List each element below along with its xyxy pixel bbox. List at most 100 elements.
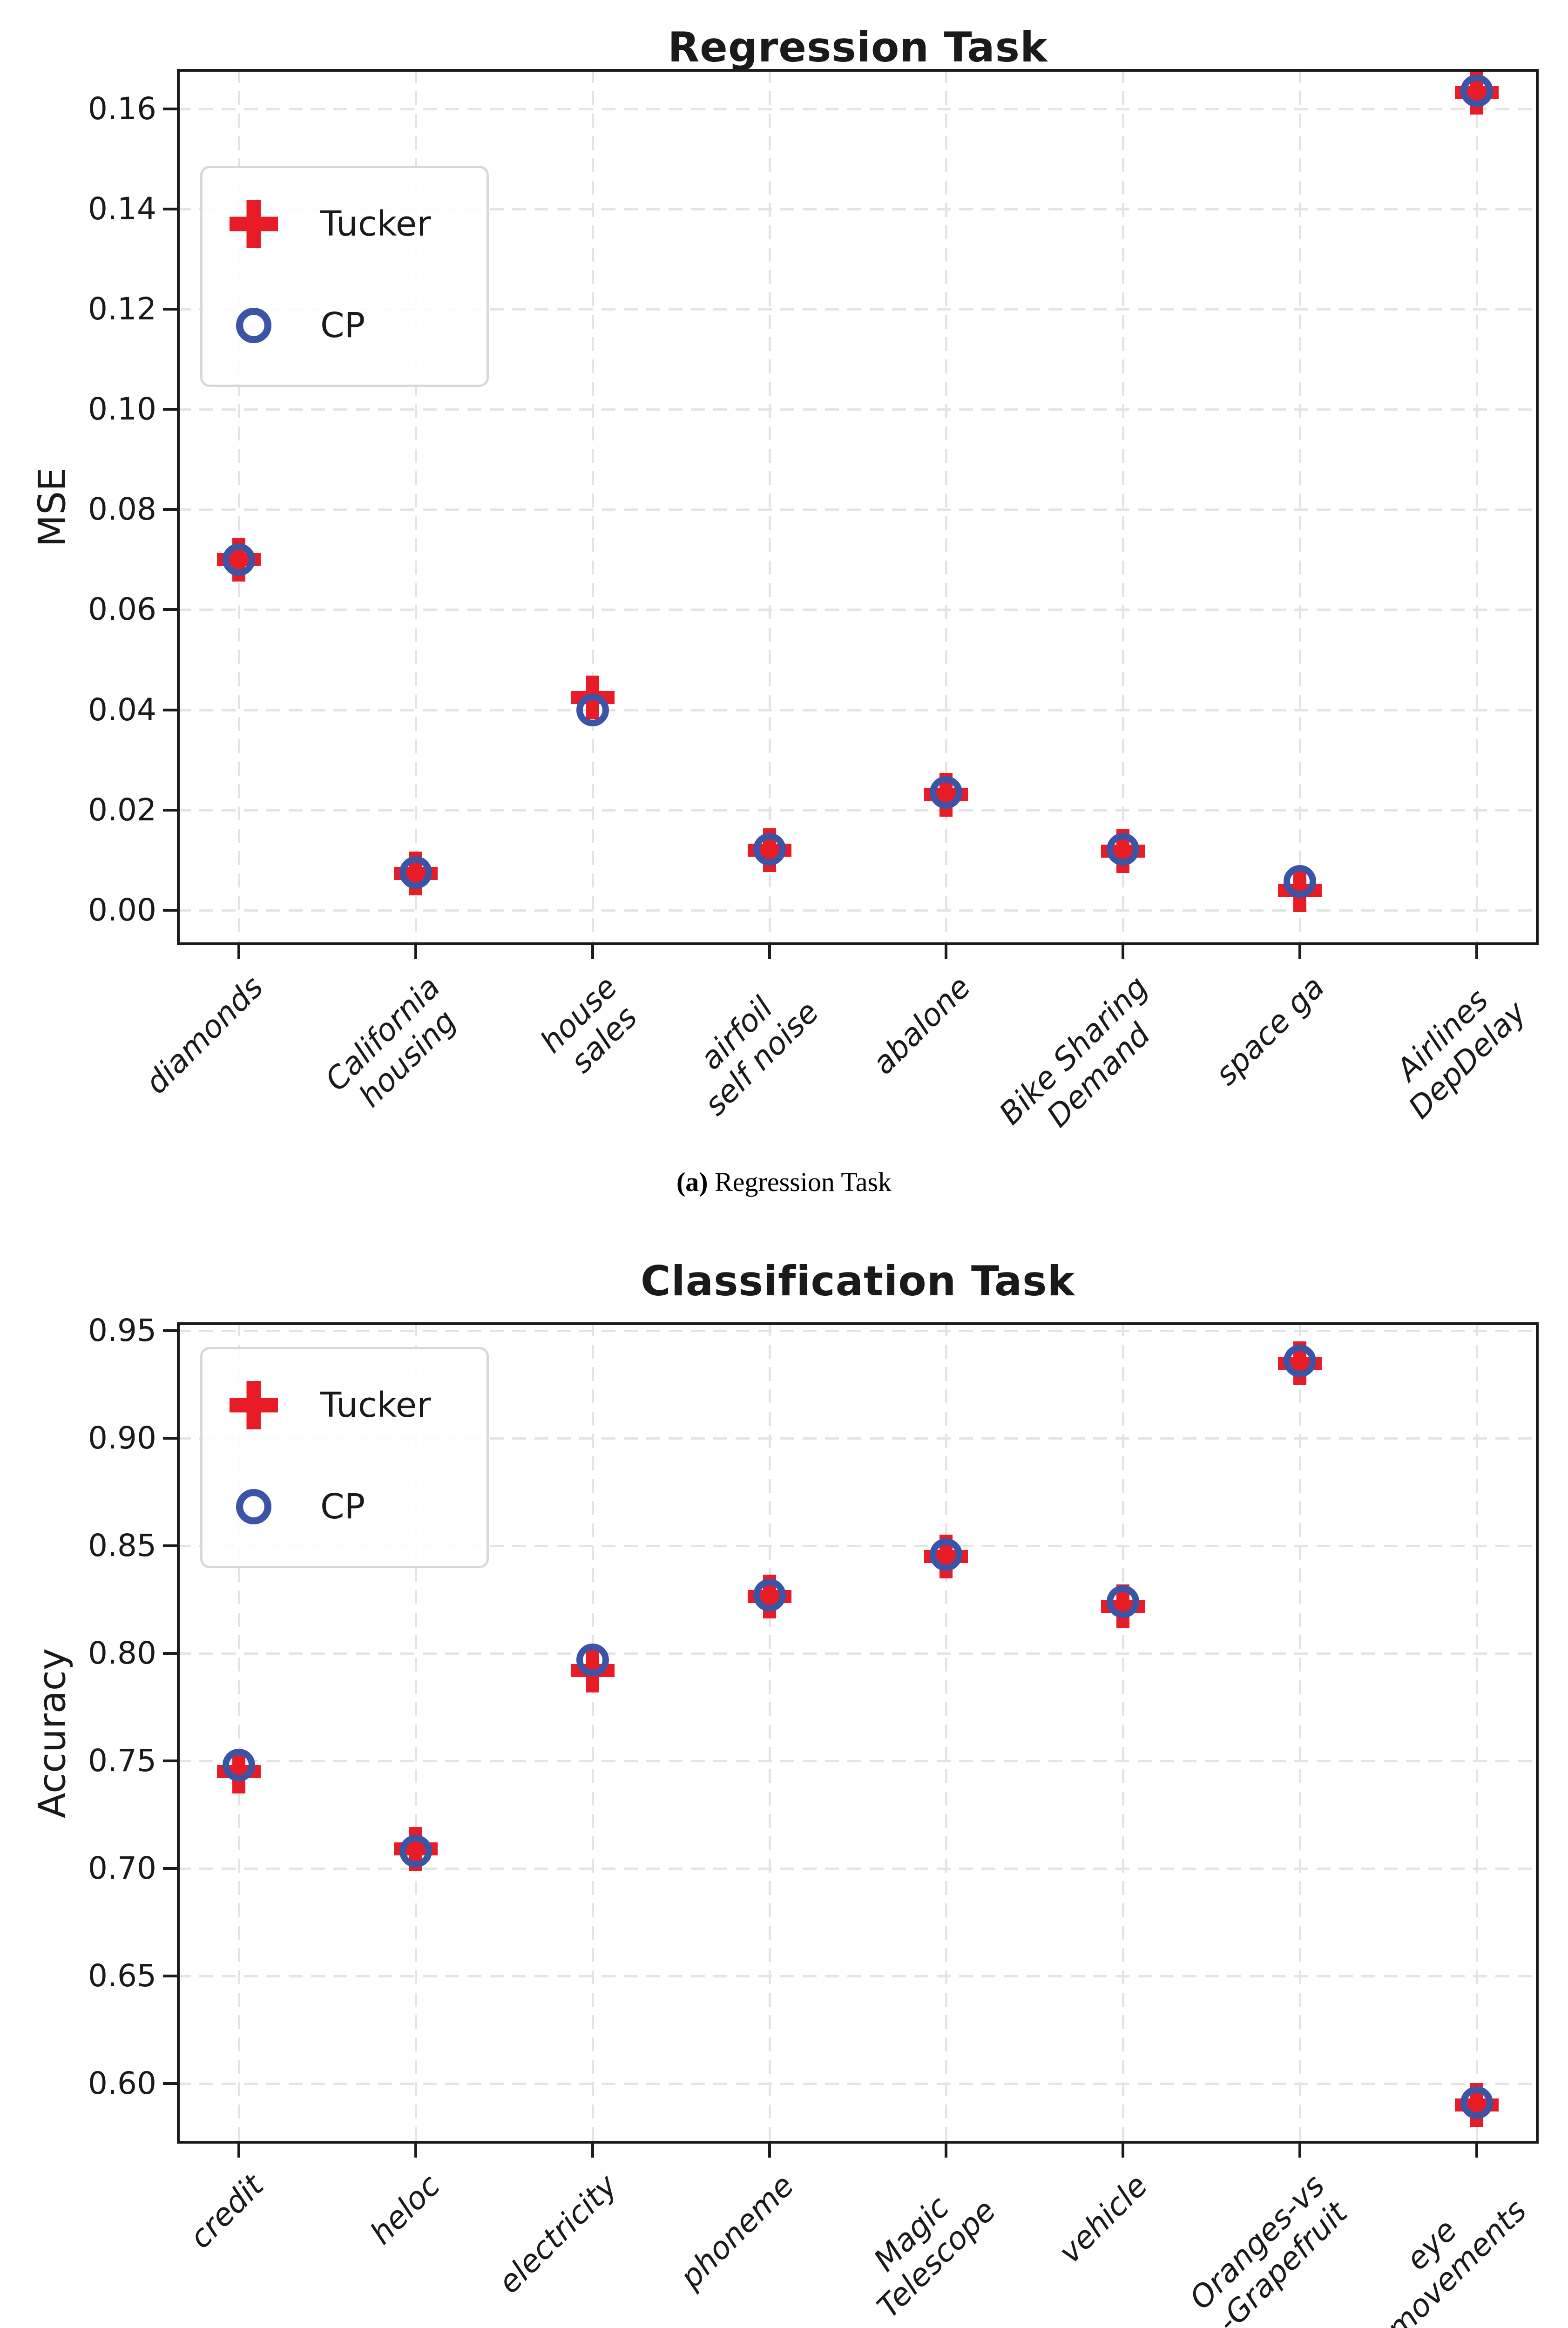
x-tick-mark	[237, 2144, 240, 2158]
v-gridline	[237, 69, 240, 945]
y-tick-mark	[163, 908, 177, 912]
data-point-cp-marker	[1460, 74, 1494, 109]
open-circle-marker-icon	[222, 543, 255, 576]
x-tick-label: electricity	[491, 2167, 624, 2301]
y-tick-label: 0.00	[88, 892, 156, 928]
plus-marker-icon	[747, 828, 791, 872]
legend-item-cp: CP	[219, 286, 365, 365]
regression-caption: (a) Regression Task	[0, 1166, 1568, 1198]
y-tick-mark	[163, 2082, 177, 2085]
x-tick-label: heloc	[363, 2167, 447, 2252]
data-point-tucker-marker	[1101, 1584, 1145, 1630]
data-point-tucker-marker	[924, 773, 968, 819]
h-gridline	[177, 1545, 1539, 1548]
x-tick-mark	[1298, 2144, 1302, 2158]
h-gridline	[177, 1760, 1539, 1763]
x-tick-mark	[591, 2144, 594, 2158]
x-tick-label: Bike Sharing Demand	[992, 969, 1157, 1134]
open-circle-marker-icon	[236, 308, 271, 343]
y-tick-label: 0.75	[88, 1743, 156, 1779]
x-tick-mark	[237, 945, 240, 959]
data-point-tucker-marker	[747, 1574, 791, 1620]
y-tick-mark	[163, 108, 177, 111]
regression-chart-title: Regression Task	[668, 23, 1048, 71]
open-circle-marker-icon	[399, 1834, 432, 1868]
data-point-cp-marker	[1284, 1345, 1317, 1379]
data-point-cp-marker	[930, 1538, 963, 1573]
v-gridline	[1476, 1322, 1479, 2144]
data-point-tucker-marker	[1455, 2083, 1499, 2129]
y-tick-label: 0.02	[88, 792, 156, 828]
x-tick-mark	[1298, 945, 1302, 959]
y-tick-label: 0.80	[88, 1635, 156, 1672]
v-gridline	[414, 1322, 417, 2144]
y-tick-mark	[163, 508, 177, 511]
data-point-cp-marker	[1460, 2086, 1494, 2121]
h-gridline	[177, 2082, 1539, 2085]
x-tick-label: space ga	[1208, 969, 1331, 1092]
data-point-tucker-marker	[924, 1535, 968, 1580]
x-tick-label: abalone	[865, 969, 978, 1082]
plus-marker-icon	[393, 1827, 438, 1871]
plus-marker-icon	[216, 1750, 261, 1794]
y-tick-mark	[163, 408, 177, 411]
h-gridline	[177, 308, 1539, 311]
x-tick-mark	[945, 945, 948, 959]
x-tick-label: airfoil self noise	[693, 990, 826, 1123]
y-tick-label: 0.10	[88, 391, 156, 427]
data-point-cp-marker	[576, 693, 609, 728]
open-circle-marker-icon	[930, 776, 963, 809]
data-point-tucker-marker	[393, 1827, 438, 1873]
x-tick-label: vehicle	[1052, 2167, 1155, 2270]
open-circle-marker-icon	[1284, 865, 1317, 898]
y-tick-label: 0.70	[88, 1850, 156, 1886]
open-circle-marker-icon	[576, 1643, 609, 1676]
data-point-cp-marker	[399, 856, 432, 891]
x-tick-label: credit	[182, 2167, 270, 2256]
legend-circle-marker-icon	[219, 308, 289, 343]
data-point-tucker-marker	[1278, 1341, 1322, 1387]
data-point-cp-marker	[1107, 832, 1140, 867]
legend-item-tucker: Tucker	[219, 184, 431, 264]
plus-marker-icon	[1455, 2083, 1499, 2127]
v-gridline	[1122, 1322, 1125, 2144]
y-tick-label: 0.12	[88, 291, 156, 327]
open-circle-marker-icon	[1460, 74, 1494, 108]
y-tick-mark	[163, 708, 177, 711]
v-gridline	[237, 1322, 240, 2144]
plus-marker-icon	[924, 1535, 968, 1579]
plus-marker-icon	[1278, 1341, 1322, 1385]
y-tick-mark	[163, 1760, 177, 1763]
y-tick-mark	[163, 1652, 177, 1655]
open-circle-marker-icon	[930, 1538, 963, 1571]
legend-item-cp: CP	[219, 1467, 365, 1546]
y-tick-label: 0.06	[88, 591, 156, 628]
data-point-cp-marker	[1107, 1585, 1140, 1620]
caption-index-a: (a)	[676, 1167, 708, 1197]
caption-text-a: Regression Task	[715, 1167, 892, 1197]
y-tick-label: 0.08	[88, 491, 156, 528]
plus-marker-icon	[924, 773, 968, 817]
x-tick-label: phoneme	[673, 2167, 801, 2295]
h-gridline	[177, 508, 1539, 511]
open-circle-marker-icon	[1460, 2086, 1494, 2119]
y-tick-mark	[163, 1437, 177, 1440]
plus-marker-icon	[1278, 868, 1322, 912]
data-point-cp-marker	[930, 776, 963, 811]
h-gridline	[177, 609, 1539, 611]
legend-item-label: Tucker	[320, 1385, 431, 1425]
x-tick-label: Oranges-vs -Grapefruit	[1182, 2167, 1354, 2328]
v-gridline	[1122, 69, 1125, 945]
y-tick-label: 0.90	[88, 1420, 156, 1456]
v-gridline	[1476, 69, 1479, 945]
x-tick-mark	[414, 945, 417, 959]
y-tick-mark	[163, 1544, 177, 1548]
h-gridline	[177, 909, 1539, 912]
open-circle-marker-icon	[753, 832, 786, 866]
v-gridline	[945, 69, 948, 945]
legend-item-label: Tucker	[320, 204, 431, 244]
open-circle-marker-icon	[399, 856, 432, 889]
data-point-cp-marker	[576, 1643, 609, 1678]
x-tick-label: Airlines DepDelay	[1389, 982, 1534, 1126]
